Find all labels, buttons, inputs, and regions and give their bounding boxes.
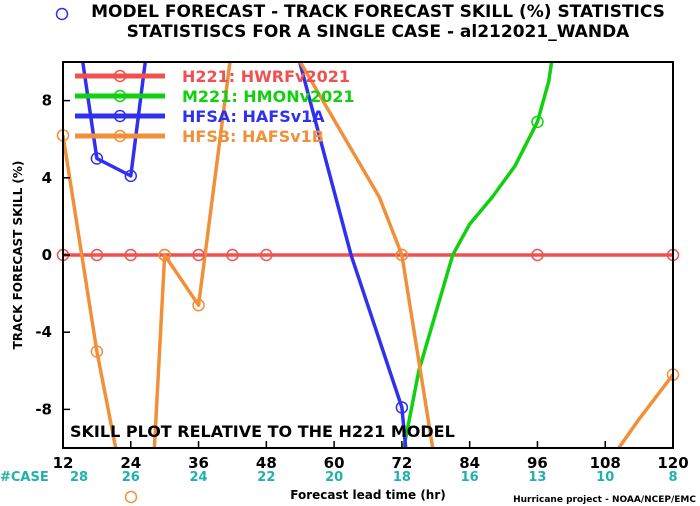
case-count-value: 8 [668,470,677,485]
y-tick-label: -4 [35,323,52,341]
series-point-hfsa [90,152,104,165]
series-point-hfsb [158,248,171,262]
case-count-value: 24 [190,470,208,485]
y-tick-label: 8 [42,92,52,110]
x-tick-label: 24 [120,454,141,472]
x-tick-label: 48 [256,454,277,472]
y-tick-label: -8 [35,400,52,418]
case-count-value: 28 [70,470,88,485]
title-line-1: MODEL FORECAST - TRACK FORECAST SKILL (%… [91,2,665,22]
case-count-value: 13 [528,470,546,485]
case-count-label: #CASE [0,470,49,485]
x-tick-label: 108 [590,454,621,472]
x-tick-label: 36 [188,454,209,472]
series-point-hfsb [90,345,104,358]
series-line-hfsb [63,62,673,448]
y-tick-label: 4 [42,169,52,187]
bottom-marker-icon [124,490,138,504]
series-point-h221 [260,248,273,262]
case-count-value: 16 [461,470,479,485]
x-tick-label: 84 [459,454,480,472]
x-tick-label: 12 [53,454,74,472]
x-axis-label: Forecast lead time (hr) [290,488,446,502]
legend-label-m221: M221: HMONv2021 [182,87,355,106]
case-count-value: 26 [122,470,140,485]
series-point-h221 [226,248,239,262]
case-count-value: 20 [325,470,343,485]
title-marker-icon [55,7,69,21]
y-tick-label: 0 [42,246,52,264]
title-line-2: STATISTISCS FOR A SINGLE CASE - al212021… [127,22,631,42]
series-point-hfsa [124,169,138,183]
legend-marker-hfsa [113,109,127,123]
legend-marker-hfsb [113,129,127,143]
series-point-m221 [531,115,544,129]
case-count-value: 10 [596,470,614,485]
x-tick-label: 120 [657,454,688,472]
series-point-hfsa [395,401,409,414]
credit-text: Hurricane project - NOAA/NCEP/EMC [513,495,696,505]
case-count-value: 22 [257,470,275,485]
legend-label-hfsa: HFSA: HAFSv1A [182,107,325,126]
series-point-h221 [124,248,138,262]
series-line-hfsa [80,62,408,448]
case-count-value: 18 [393,470,411,485]
series-point-hfsb [192,298,205,312]
x-tick-label: 96 [527,454,548,472]
x-tick-label: 60 [324,454,345,472]
series-point-h221 [531,248,544,262]
series-line-m221 [401,62,554,448]
legend-marker-h221 [113,69,127,83]
legend-label-h221: H221: HWRFv2021 [182,67,350,86]
series-point-hfsb [395,248,409,262]
legend-label-hfsb: HFSB: HAFSv1B [182,127,324,146]
series-point-h221 [192,248,205,262]
y-axis-label: TRACK FORECAST SKILL (%) [11,161,25,350]
x-tick-label: 72 [391,454,412,472]
legend-marker-m221 [113,89,127,103]
series-point-h221 [90,248,104,262]
annotation-text: SKILL PLOT RELATIVE TO THE H221 MODEL [70,422,455,441]
legend: H221: HWRFv2021 M221: HMONv2021 HFSA: HA… [75,67,355,146]
